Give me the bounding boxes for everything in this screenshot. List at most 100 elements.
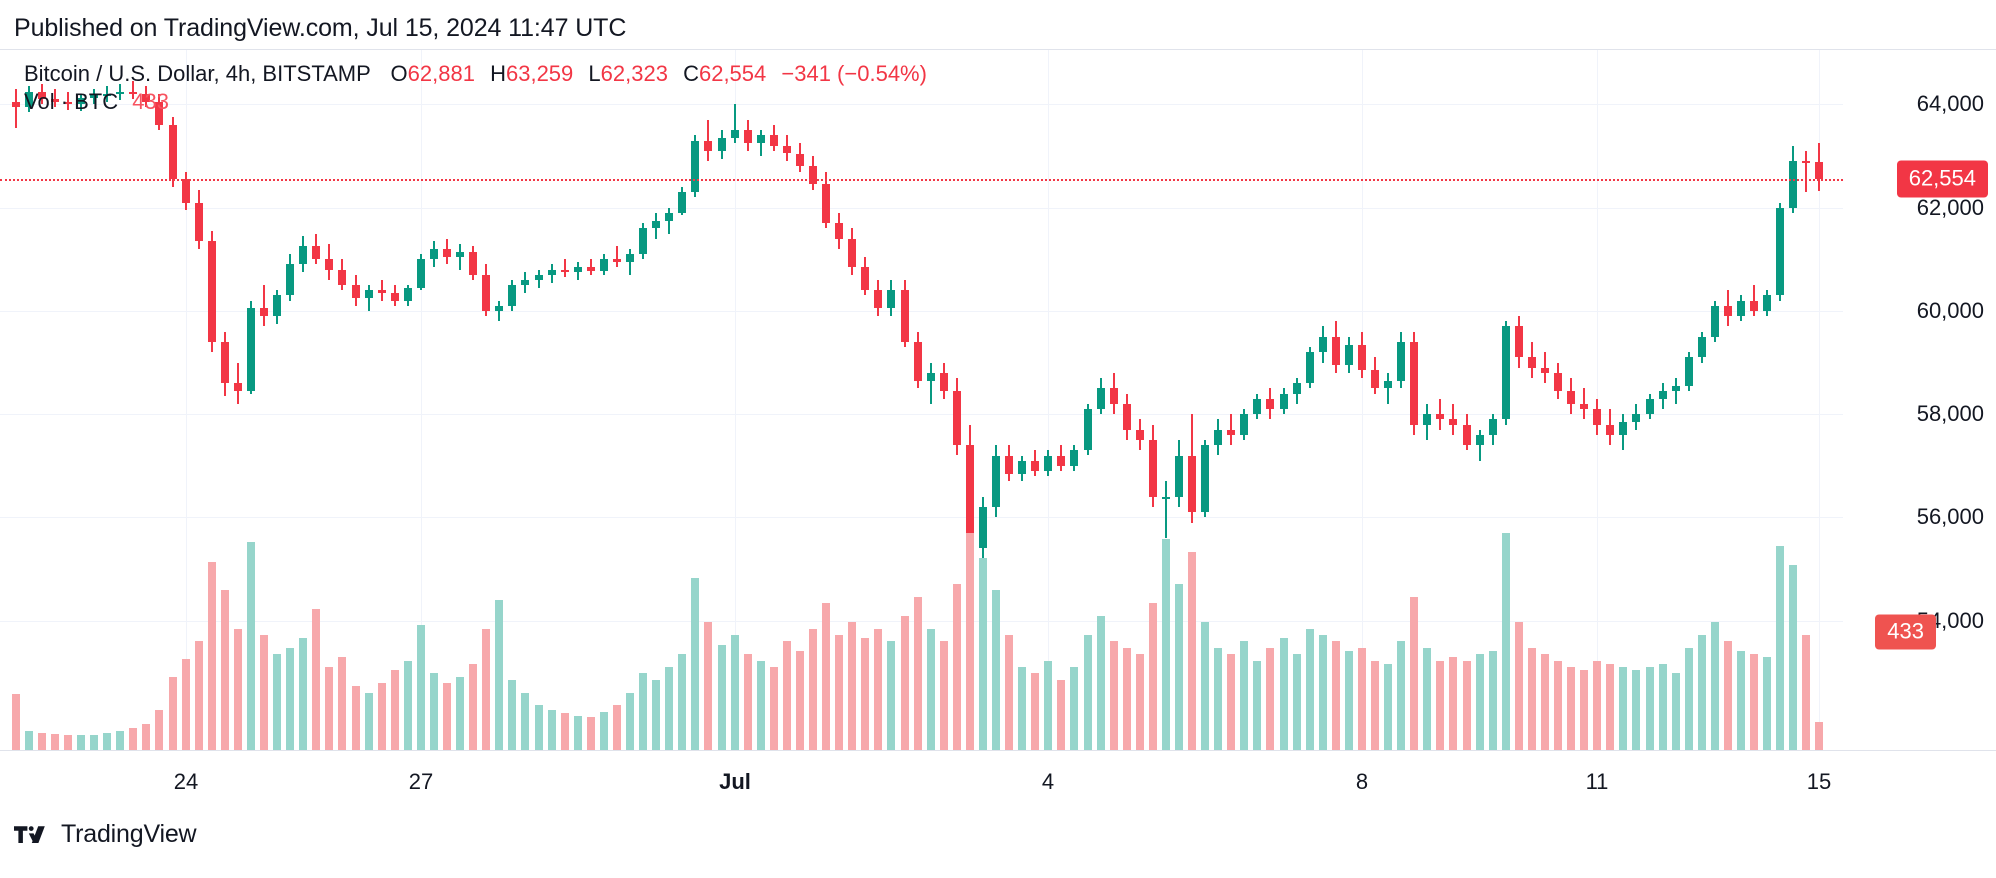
candle-body <box>835 223 843 239</box>
candle-body <box>1711 305 1719 337</box>
volume-bar <box>299 638 307 750</box>
volume-bar <box>1240 641 1248 750</box>
candle-body <box>1057 455 1065 466</box>
candle-body <box>966 445 974 549</box>
candle-body <box>940 372 948 391</box>
volume-bar <box>1776 545 1784 750</box>
candle-body <box>1698 336 1706 358</box>
candle-body <box>665 212 673 221</box>
candle-wick <box>668 207 670 234</box>
volume-bar <box>718 644 726 750</box>
candle-body <box>195 202 203 242</box>
candle-body <box>1476 434 1484 446</box>
candle-body <box>953 390 961 446</box>
candle-body <box>1332 336 1340 366</box>
candle-body <box>116 91 124 95</box>
volume-bar <box>247 542 255 750</box>
candle-body <box>1515 326 1523 358</box>
candle-body <box>626 254 634 262</box>
candle-wick <box>1805 150 1807 193</box>
candle-body <box>456 251 464 257</box>
candle-body <box>613 259 621 262</box>
candle-wick <box>132 81 134 100</box>
volume-bar <box>665 666 673 750</box>
published-header: Published on TradingView.com, Jul 15, 20… <box>14 14 627 42</box>
volume-bar <box>38 733 46 750</box>
volume-bar <box>365 692 373 750</box>
volume-bar <box>1358 647 1366 750</box>
candle-body <box>1567 390 1575 404</box>
price-axis-label: 58,000 <box>1916 401 1984 427</box>
volume-bar <box>1057 679 1065 750</box>
volume-bar <box>626 692 634 750</box>
candle-body <box>861 267 869 291</box>
volume-bar <box>482 628 490 750</box>
time-axis[interactable]: 24 27 Jul 4 8 11 15 <box>0 750 1996 802</box>
candle-body <box>1214 429 1222 446</box>
volume-bar <box>548 710 556 750</box>
volume-bar <box>1031 673 1039 750</box>
chart-plot-area[interactable] <box>0 50 1843 750</box>
candle-body <box>1280 393 1288 410</box>
candle-body <box>1005 455 1013 474</box>
volume-bar <box>1371 660 1379 750</box>
volume-bar <box>953 583 961 750</box>
volume-bar <box>901 615 909 750</box>
candle-wick <box>54 88 56 108</box>
volume-bar <box>1110 641 1118 750</box>
volume-bar <box>1306 628 1314 750</box>
candle-wick <box>368 285 370 311</box>
candle-body <box>1188 455 1196 513</box>
volume-bar <box>1188 551 1196 750</box>
candle-body <box>1084 409 1092 451</box>
price-axis[interactable]: 64,000 62,000 60,000 58,000 56,000 54,000 62,5… <box>1843 50 1996 750</box>
candle-body <box>652 220 660 229</box>
volume-bar <box>535 705 543 750</box>
current-volume-badge[interactable]: 433 <box>1875 614 1936 650</box>
volume-bar <box>1737 650 1745 750</box>
candle-body <box>587 267 595 271</box>
volume-bar <box>600 711 608 750</box>
candle-wick <box>1165 481 1167 539</box>
volume-bar <box>64 734 72 750</box>
candle-body <box>391 292 399 301</box>
candle-body <box>927 372 935 381</box>
current-price-line <box>0 179 1843 182</box>
time-axis-label: Jul <box>719 769 751 794</box>
volume-bar <box>169 676 177 750</box>
volume-bar <box>1672 673 1680 750</box>
candle-body <box>1436 414 1444 420</box>
volume-bar <box>731 635 739 750</box>
volume-bar <box>1018 666 1026 750</box>
candle-wick <box>734 104 736 144</box>
volume-bar <box>691 577 699 750</box>
candle-body <box>1659 390 1667 399</box>
volume-bar <box>430 673 438 750</box>
volume-bar <box>77 735 85 750</box>
volume-bar <box>417 625 425 750</box>
volume-bar <box>234 628 242 750</box>
volume-bar <box>51 734 59 750</box>
volume-bar <box>495 599 503 750</box>
price-axis-label: 62,000 <box>1916 194 1984 220</box>
current-price-badge[interactable]: 62,554 <box>1896 160 1988 198</box>
candle-body <box>1502 326 1510 420</box>
volume-bar <box>338 657 346 750</box>
candle-body <box>600 259 608 271</box>
candle-wick <box>629 249 631 275</box>
grid-line-vertical <box>1819 50 1820 750</box>
volume-bar <box>378 682 386 750</box>
time-axis-label: 15 <box>1806 769 1832 794</box>
candle-body <box>548 269 556 275</box>
volume-bar <box>874 628 882 750</box>
tradingview-wordmark: TradingView <box>61 820 197 848</box>
volume-bar <box>1332 641 1340 750</box>
volume-bar <box>1410 596 1418 750</box>
candle-body <box>1489 419 1497 435</box>
candle-wick <box>15 88 17 128</box>
volume-bar <box>25 730 33 750</box>
candle-body <box>90 95 98 99</box>
volume-bar <box>221 590 229 750</box>
candle-body <box>1672 385 1680 391</box>
candle-body <box>678 192 686 213</box>
